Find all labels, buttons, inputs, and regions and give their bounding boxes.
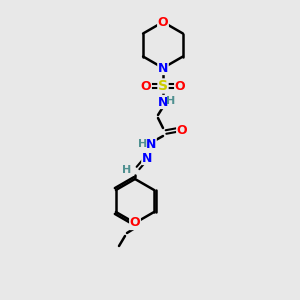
- Text: H: H: [138, 139, 148, 149]
- Text: N: N: [158, 95, 168, 109]
- Text: O: O: [175, 80, 185, 92]
- Text: H: H: [122, 165, 132, 175]
- Text: N: N: [146, 137, 156, 151]
- Text: H: H: [167, 96, 176, 106]
- Text: O: O: [177, 124, 187, 136]
- Text: O: O: [130, 217, 140, 230]
- Text: N: N: [142, 152, 152, 164]
- Text: N: N: [158, 61, 168, 74]
- Text: S: S: [158, 79, 168, 93]
- Text: O: O: [141, 80, 151, 92]
- Text: O: O: [158, 16, 168, 28]
